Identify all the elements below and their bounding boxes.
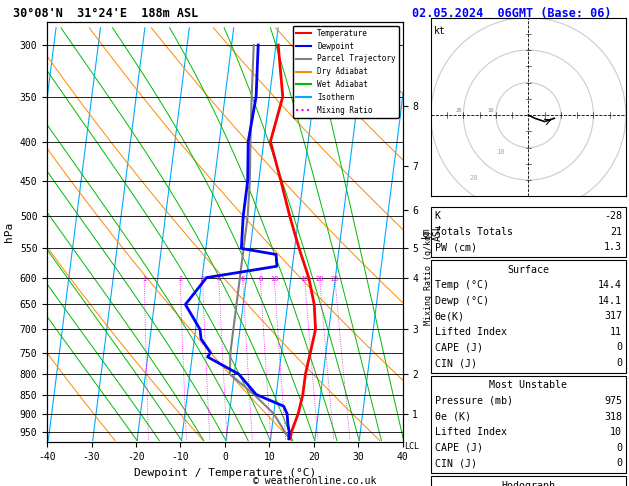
Text: 20: 20 <box>470 175 479 181</box>
Text: CIN (J): CIN (J) <box>435 458 477 468</box>
Text: 317: 317 <box>604 312 622 321</box>
Y-axis label: hPa: hPa <box>4 222 14 242</box>
Text: 14.4: 14.4 <box>598 280 622 290</box>
Text: CAPE (J): CAPE (J) <box>435 343 482 352</box>
Text: 1: 1 <box>142 276 147 282</box>
Text: K: K <box>435 211 441 221</box>
Text: Temp (°C): Temp (°C) <box>435 280 489 290</box>
Text: CAPE (J): CAPE (J) <box>435 443 482 452</box>
Text: 6: 6 <box>240 276 245 282</box>
Text: 1.3: 1.3 <box>604 243 622 252</box>
Text: kt: kt <box>434 26 446 36</box>
X-axis label: Dewpoint / Temperature (°C): Dewpoint / Temperature (°C) <box>134 468 316 478</box>
Text: 0: 0 <box>616 358 622 368</box>
Text: 4: 4 <box>216 276 221 282</box>
Text: 20: 20 <box>455 108 462 113</box>
Text: 14.1: 14.1 <box>598 296 622 306</box>
Text: Pressure (mb): Pressure (mb) <box>435 396 513 406</box>
Text: Totals Totals: Totals Totals <box>435 227 513 237</box>
Text: 975: 975 <box>604 396 622 406</box>
Text: θe (K): θe (K) <box>435 412 470 421</box>
Text: 0: 0 <box>616 458 622 468</box>
Text: 10: 10 <box>487 108 494 113</box>
Text: Surface: Surface <box>508 265 549 275</box>
Text: 2: 2 <box>178 276 182 282</box>
Text: © weatheronline.co.uk: © weatheronline.co.uk <box>253 476 376 486</box>
Text: 8: 8 <box>258 276 262 282</box>
Text: 10: 10 <box>610 427 622 437</box>
Text: 30°08'N  31°24'E  188m ASL: 30°08'N 31°24'E 188m ASL <box>13 7 198 20</box>
Text: 16: 16 <box>301 276 309 282</box>
Text: 25: 25 <box>331 276 339 282</box>
Text: 10: 10 <box>270 276 279 282</box>
Legend: Temperature, Dewpoint, Parcel Trajectory, Dry Adiabat, Wet Adiabat, Isotherm, Mi: Temperature, Dewpoint, Parcel Trajectory… <box>292 26 399 118</box>
Text: 0: 0 <box>616 443 622 452</box>
Text: Dewp (°C): Dewp (°C) <box>435 296 489 306</box>
Text: Hodograph: Hodograph <box>501 481 555 486</box>
Text: 11: 11 <box>610 327 622 337</box>
Text: Lifted Index: Lifted Index <box>435 327 506 337</box>
Text: Most Unstable: Most Unstable <box>489 381 567 390</box>
Text: 318: 318 <box>604 412 622 421</box>
Text: θe(K): θe(K) <box>435 312 465 321</box>
Y-axis label: km
ASL: km ASL <box>421 223 443 241</box>
Text: 20: 20 <box>315 276 324 282</box>
Text: PW (cm): PW (cm) <box>435 243 477 252</box>
Text: 21: 21 <box>610 227 622 237</box>
Text: 10: 10 <box>496 149 504 155</box>
Text: LCL: LCL <box>404 442 420 451</box>
Text: -28: -28 <box>604 211 622 221</box>
Text: CIN (J): CIN (J) <box>435 358 477 368</box>
Text: 3: 3 <box>200 276 204 282</box>
Text: 02.05.2024  06GMT (Base: 06): 02.05.2024 06GMT (Base: 06) <box>412 7 611 20</box>
Text: Mixing Ratio (g/kg): Mixing Ratio (g/kg) <box>424 230 433 325</box>
Text: 0: 0 <box>616 343 622 352</box>
Text: Lifted Index: Lifted Index <box>435 427 506 437</box>
